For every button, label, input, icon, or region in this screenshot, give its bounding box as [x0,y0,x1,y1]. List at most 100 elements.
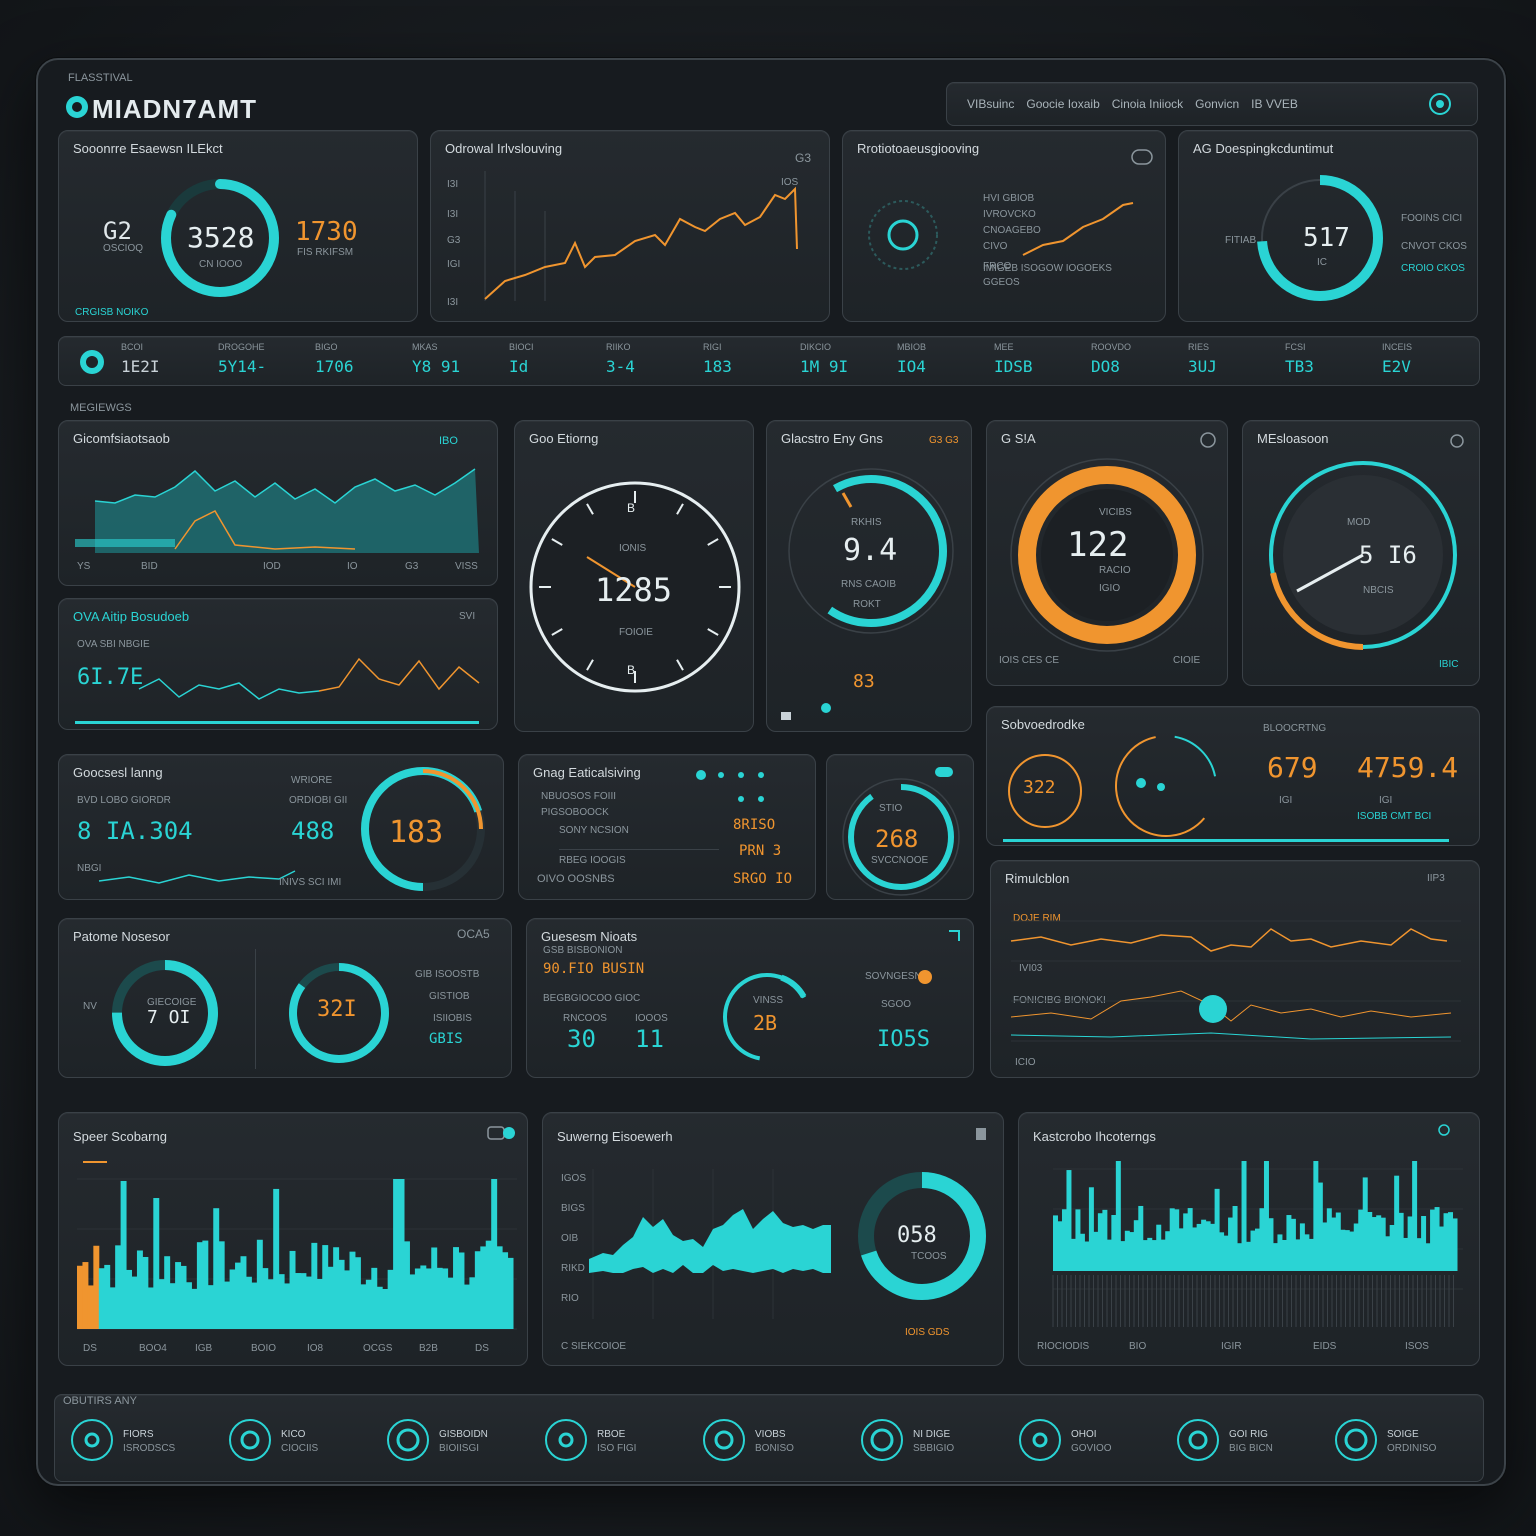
bar [240,1256,247,1329]
panel-line-trend[interactable]: Odrowal Irlvslouving G3 I3I I3I G3 IGI I… [430,130,830,322]
ring-value: 2B [753,1011,778,1035]
mark-top: B [627,501,636,515]
gauge-value: 122 [1067,525,1129,565]
camera-icon[interactable] [487,1125,515,1141]
bar [338,1259,345,1329]
bar [115,1245,122,1329]
panel-needle-gauge[interactable]: MEsloasoon MOD 5 I6 NBCIS IBIC [1242,420,1480,686]
nav-item[interactable]: IB VVEB [1251,97,1298,111]
bar [382,1288,389,1329]
panel-progress[interactable]: Rrotiotoaeusgiooving HVI GBIOB IVROVCKO … [842,130,1166,322]
gauge-sub: NBCIS [1363,585,1394,596]
app-title: MIADN7AMT [92,94,257,124]
gauge-top-label: VICIBS [1099,507,1132,518]
bar-chart [77,1178,517,1330]
panel-bars-2[interactable]: Suwerng Eisoewerh IGOS BIGS OIB RIKD RIO 058… [542,1112,1004,1366]
nav-item[interactable]: Gonvicn [1195,97,1240,111]
bar [82,1262,89,1329]
bar [104,1264,111,1329]
bar [273,1188,280,1329]
bar [1228,1217,1234,1271]
panel-line-chart[interactable]: OVA Aitip Bosudoeb SVI OVA SBI NBGIE 6I.… [58,598,498,730]
list-value: 8RISO [733,817,776,833]
nav-item[interactable]: Cinoia Iniiock [1111,97,1184,111]
expand-icon[interactable] [947,929,961,943]
footer-item[interactable]: RBOE ISO FIGI [543,1405,703,1475]
panel-list[interactable]: Gnag Eaticalsiving NBUOSOS FOIII PIGSOBO… [518,754,816,900]
stat-label: BCOI [121,342,144,352]
panel-metric[interactable]: Goocsesl lanng BVD LOBO GIORDR 8 IA.304 … [58,754,504,900]
mini-dial [868,200,938,270]
toggle-icon[interactable] [935,767,953,779]
footer-item[interactable]: OHOI GOVIOO [1017,1405,1177,1475]
y-tick: IGI [447,259,461,270]
shield-icon [1200,432,1216,448]
footer-item[interactable]: VIOBS BONISO [701,1405,861,1475]
footer-item[interactable]: NI DIGE SBBIGIO [859,1405,1019,1475]
list-line: FRCO [983,261,1012,272]
bar [1412,1161,1418,1271]
y-tick: I3I [447,179,459,190]
bar [1407,1216,1413,1271]
x-tick: IO8 [307,1343,324,1354]
bar [1380,1217,1386,1271]
panel-ring-122[interactable]: G S!A VICIBS 122 RACIO IGIO IOIS CES CE … [986,420,1228,686]
bar [256,1239,263,1329]
footer-item-sub: GOVIOO [1071,1443,1112,1454]
bar [1223,1235,1229,1271]
panel-ring-268[interactable]: STIO 268 SVCCNOOE [826,754,974,900]
panel-mixed[interactable]: Guesesm Nioats GSB BISBONION 90.FIO BUSI… [526,918,974,1078]
bar [371,1267,378,1329]
panel-dependency-gauge[interactable]: AG Doespingkcduntimut 517 IC FITIAB FOOI… [1178,130,1478,322]
panel-title: Guesesm Nioats [541,929,638,944]
panel-title: Kastcrobo Ihcoterngs [1033,1129,1156,1144]
status-icon [229,1419,271,1461]
x-tick: BOO4 [139,1343,167,1354]
bar [1070,1238,1076,1271]
info-icon[interactable] [1449,433,1465,449]
refresh-icon[interactable] [79,349,105,375]
menu-icon[interactable] [1131,149,1153,165]
bar [398,1179,405,1329]
lock-icon[interactable] [779,707,793,721]
bar [1147,1237,1153,1271]
trash-icon[interactable] [973,1125,989,1141]
panel-clock[interactable]: Goo Etiorng IONIS 1285 FOIOIE B B [514,420,754,732]
footer-item[interactable]: FIORS ISRODSCS [69,1405,229,1475]
bar [300,1273,307,1329]
gauge-sub: SVCCNOOE [871,855,929,866]
bar [1241,1161,1247,1271]
clock-tick [586,659,594,671]
panel-donuts[interactable]: Patome Nosesor OCA5 NV GIECOIGE 7 OI 32I… [58,918,512,1078]
bar [1084,1241,1090,1271]
panel-bars-3[interactable]: Kastcrobo Ihcoterngs RIOCIODIS BIO IGIR EID… [1018,1112,1480,1366]
bar [360,1284,367,1329]
footer-item[interactable]: GISBOIDN BIOIISGI [385,1405,545,1475]
panel-title: Odrowal Irlvslouving [445,141,563,156]
footer-item[interactable]: KICO CIOCIIS [227,1405,387,1475]
panel-sensor-gauge[interactable]: Sooonrre Esaewsn ILEkct G2 OSCIOQ 3528 C… [58,130,418,322]
bar [1349,1231,1355,1271]
footer-item[interactable]: SOIGE ORDINISO [1333,1405,1493,1475]
toggle-icon[interactable] [1437,1123,1461,1137]
bar [1102,1209,1108,1271]
footer-item[interactable]: GOI RIG BIG BICN [1175,1405,1335,1475]
panel-badge: G3 [795,151,812,165]
panel-gauge-94[interactable]: Glacstro Eny Gns G3 G3 RKHIS 9.4 RNS CAO… [766,420,972,732]
panel-bars-1[interactable]: Speer Scobarng DS BOO4 IGB BOIO IO8 OCGS B2B DS [58,1112,528,1366]
panel-stats[interactable]: Sobvoedrodke 322 BLOOCRTNG 679 IGI 4759.… [986,706,1480,846]
panel-area-chart[interactable]: Gicomfsiaotsaob IBO YS BID IOD IO G3 VIS… [58,420,498,586]
nav-item[interactable]: VIBsuinc [967,97,1015,111]
nav-item[interactable]: Goocie Ioxaib [1026,97,1100,111]
gauge-value: 183 [389,815,444,850]
stat-label: BIGO [315,342,338,352]
settings-icon[interactable] [1427,91,1453,117]
gauge-top-label: STIO [879,803,903,814]
panel-lines[interactable]: Rimulcblon IIP3 DOJE RIM IVI03 FONICIBG … [990,860,1480,1078]
panel-title: Sooonrre Esaewsn ILEkct [73,141,223,156]
bar [224,1281,231,1329]
stat-value: 1M 9I [800,357,849,376]
footer-item-sub: BIG BICN [1229,1443,1273,1454]
bar [191,1288,198,1329]
x-tick: OCGS [363,1343,393,1354]
